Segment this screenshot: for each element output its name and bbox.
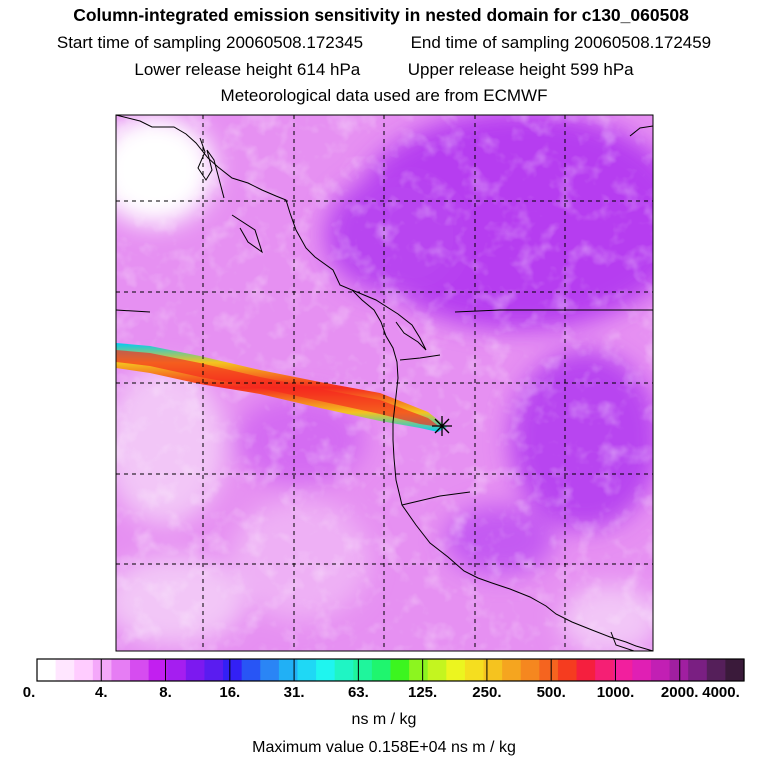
met-data-line: Meteorological data used are from ECMWF	[220, 86, 548, 105]
colorbar-frame	[36, 658, 745, 682]
maximum-value: 0.158E+04	[368, 739, 447, 756]
colorbar-tick-label: 63.	[347, 684, 369, 701]
colorbar-swatch	[464, 659, 485, 681]
colorbar-swatch	[539, 659, 559, 681]
border-central	[399, 354, 441, 361]
colorbar-swatch	[260, 659, 280, 681]
coastline-gulf	[351, 289, 427, 351]
colorbar-swatch	[520, 659, 540, 681]
colorbar-swatch	[111, 659, 131, 681]
colorbar-swatch	[371, 659, 392, 681]
coastline-inlet-north	[197, 137, 225, 199]
colorbar-tick-label: 16.	[219, 684, 241, 701]
colorbar-swatch	[204, 659, 224, 681]
colorbar-swatch	[353, 659, 373, 681]
colorbar-tick-label: 31.	[283, 684, 305, 701]
colorbar-swatch	[390, 659, 410, 681]
colorbar-swatch	[334, 659, 354, 681]
colorbar-tick-label: 8.	[159, 684, 172, 701]
colorbar-swatch	[706, 659, 726, 681]
colorbar-swatch	[502, 659, 522, 681]
colorbar-swatch	[148, 659, 168, 681]
maximum-value-line: Maximum value 0.158E+04 ns m / kg	[0, 739, 768, 757]
end-time-label: End time of sampling	[410, 33, 570, 52]
colorbar-swatch	[632, 659, 652, 681]
start-time-value: 20060508.172345	[226, 33, 364, 52]
field-layer	[116, 115, 653, 651]
colorbar-swatch	[688, 659, 708, 681]
colorbar-swatch	[576, 659, 596, 681]
colorbar-swatch	[725, 659, 745, 681]
colorbar-swatch	[92, 659, 113, 681]
coastline-northeast	[629, 125, 654, 137]
colorbar-tick-label: 4.	[95, 684, 108, 701]
coastlines	[115, 114, 654, 652]
colorbar-swatch	[613, 659, 633, 681]
colorbar-swatch	[297, 659, 317, 681]
border-south	[401, 491, 471, 506]
colorbar-swatch	[595, 659, 615, 681]
coastline-west-stub	[115, 309, 151, 313]
colorbar-swatch	[223, 659, 243, 681]
colorbar-tick-label: 500.	[536, 684, 566, 701]
colorbar-tick-label: 250.	[472, 684, 502, 701]
colorbar-swatch	[167, 659, 187, 681]
colorbar-tick-label: 0.	[22, 684, 36, 701]
colorbar-swatch	[650, 659, 671, 681]
coastline-southeast	[610, 631, 635, 652]
colorbar-swatch	[427, 659, 447, 681]
colorbar-swatch	[37, 659, 57, 681]
lower-release-value: 614 hPa	[296, 60, 361, 79]
colorbar-swatch	[446, 659, 466, 681]
upper-release-label: Upper release height	[407, 60, 566, 79]
coastline-main	[115, 114, 654, 652]
colorbar-swatch	[55, 659, 75, 681]
colorbar-swatch	[185, 659, 206, 681]
start-time-label: Start time of sampling	[56, 33, 222, 52]
sampling-times: Start time of sampling 20060508.172345 E…	[0, 33, 768, 53]
colorbar	[37, 659, 745, 681]
release-heights: Lower release height 614 hPa Upper relea…	[0, 60, 768, 80]
chart-title: Column-integrated emission sensitivity i…	[73, 5, 689, 25]
map-frame	[115, 114, 654, 652]
lower-release-label: Lower release height	[134, 60, 293, 79]
colorbar-swatch	[669, 659, 689, 681]
colorbar-swatch	[316, 659, 336, 681]
maximum-label: Maximum value	[252, 739, 365, 756]
colorbar-swatch	[241, 659, 261, 681]
colorbar-swatch	[74, 659, 94, 681]
end-time-value: 20060508.172459	[574, 33, 712, 52]
colorbar-tick-label: 2000.	[660, 684, 699, 701]
colorbar-swatch	[278, 659, 299, 681]
colorbar-tick-label: 4000.	[702, 684, 740, 701]
maximum-units: ns m / kg	[450, 739, 516, 756]
coastline-inlet-mid	[231, 214, 263, 254]
border-east	[454, 309, 653, 313]
release-point-marker	[432, 416, 452, 436]
colorbar-swatch	[409, 659, 429, 681]
colorbar-swatch	[483, 659, 503, 681]
colorbar-units: ns m / kg	[351, 711, 417, 728]
colorbar-tick-label: 1000.	[596, 684, 635, 701]
colorbar-swatch	[130, 659, 150, 681]
colorbar-swatch	[557, 659, 578, 681]
graticule	[116, 115, 653, 651]
emission-plume-core	[116, 350, 440, 427]
colorbar-tick-label: 125.	[407, 684, 438, 701]
upper-release-value: 599 hPa	[570, 60, 634, 79]
